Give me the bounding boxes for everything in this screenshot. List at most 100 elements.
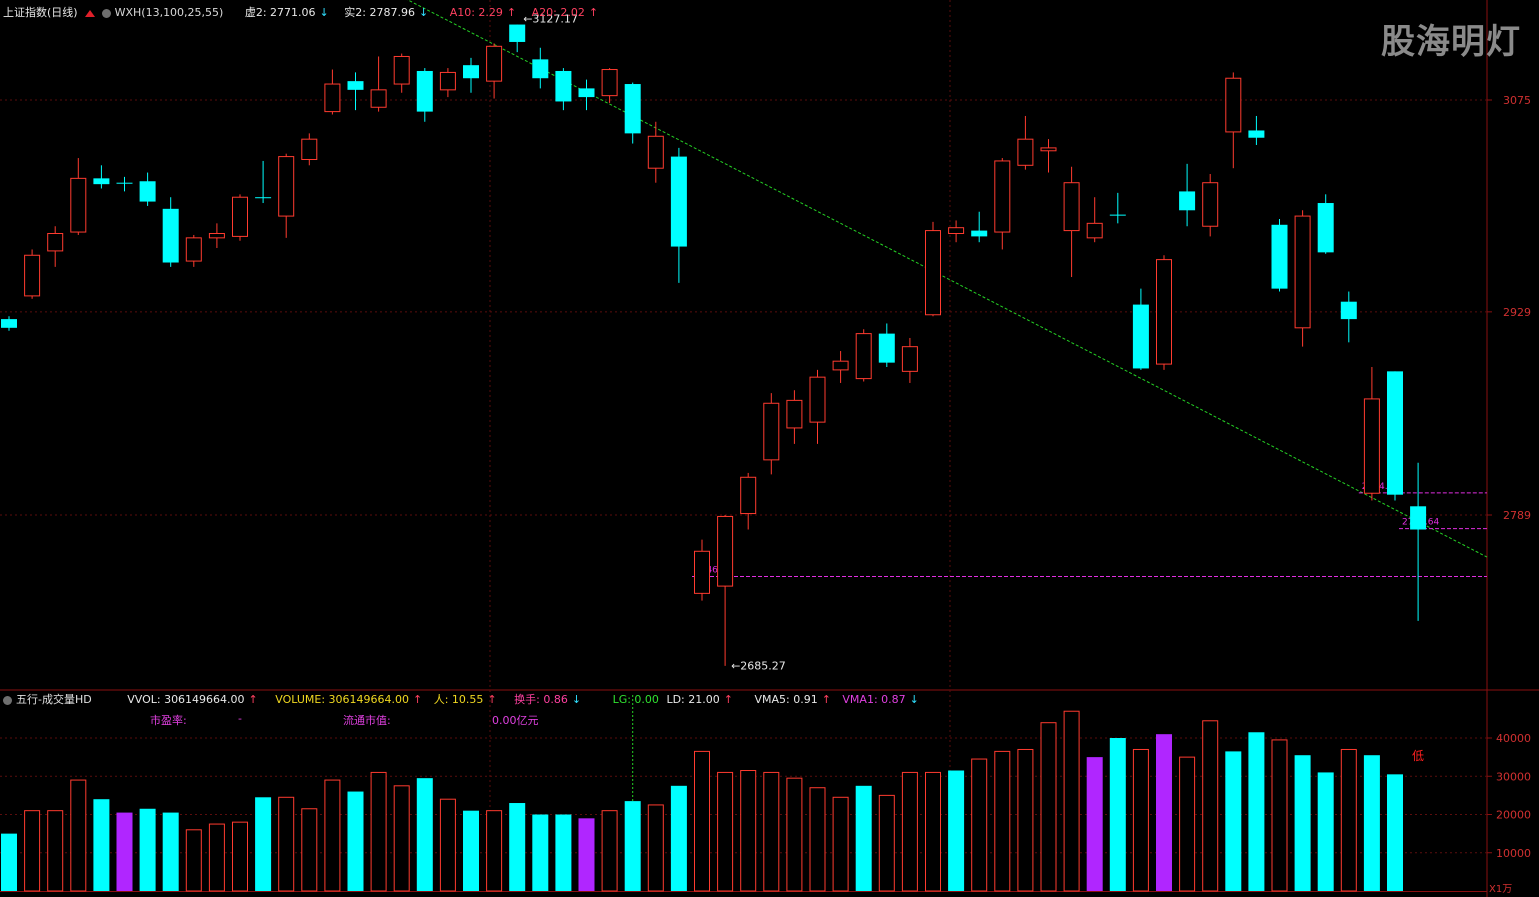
volume-bar	[439, 798, 456, 892]
candle	[1317, 194, 1334, 254]
candle-body	[786, 399, 803, 429]
a10-value: A10: 2.29 ↑	[449, 6, 517, 19]
candle	[70, 158, 87, 235]
volume-bar	[1294, 755, 1311, 891]
up-arrow-icon: ↑	[506, 6, 517, 19]
candle	[1340, 291, 1357, 343]
candle	[1179, 163, 1196, 227]
support-label: 2804.23	[1362, 482, 1399, 492]
candle-body	[855, 333, 872, 380]
volume-bar	[809, 787, 826, 892]
up-arrow-icon: ↑	[821, 693, 831, 706]
volume-settings-icon[interactable]	[3, 695, 12, 705]
candle	[347, 72, 364, 111]
volume-bar	[370, 771, 387, 892]
candle	[439, 68, 456, 98]
candle-body	[578, 88, 595, 98]
volume-bar	[532, 814, 549, 891]
volume-bar	[763, 771, 780, 892]
candle-body	[532, 59, 549, 79]
volume-bar	[832, 796, 849, 892]
candle	[925, 221, 941, 317]
candle	[809, 369, 826, 444]
volume-bar	[1156, 734, 1172, 891]
candle-body	[948, 227, 965, 234]
volume-bar	[1132, 748, 1149, 892]
high-annotation: ←3127.17	[523, 12, 578, 25]
candle-body	[1317, 203, 1334, 253]
candle	[93, 165, 110, 189]
candle-body	[1132, 304, 1149, 369]
candle	[393, 53, 410, 93]
volume-bar	[1340, 748, 1357, 892]
candle-body	[1294, 215, 1311, 329]
candle	[1271, 218, 1288, 292]
volume-bar	[463, 810, 479, 891]
volume-tick-label: 20000	[1496, 809, 1531, 822]
volume-bar	[1202, 720, 1219, 892]
wxh-indicator[interactable]: WXH(13,100,25,55)	[114, 6, 224, 19]
candle-body	[994, 160, 1011, 233]
candle-body	[232, 196, 248, 237]
volume-indicator-name[interactable]: 五行-成交量HD	[16, 693, 92, 706]
volume-bar	[1109, 738, 1126, 891]
candle-body	[647, 135, 664, 169]
candle-body	[393, 55, 410, 85]
candle-body	[1017, 138, 1034, 166]
candle	[47, 226, 64, 267]
volume-bar	[1017, 748, 1034, 892]
volume-bar	[278, 796, 295, 892]
volume-bar	[578, 818, 595, 891]
candle-body	[1225, 77, 1242, 133]
volume-bar	[255, 797, 272, 891]
up-arrow-icon: ↑	[723, 693, 733, 706]
candle-body	[463, 65, 479, 79]
mktcap-value: 0.00亿元	[492, 714, 539, 727]
candle	[555, 68, 572, 111]
candle	[1202, 174, 1219, 237]
candle-body	[1202, 182, 1219, 227]
volume-bar	[324, 779, 341, 892]
candle	[324, 69, 341, 115]
huanshou-value: 换手: 0.86 ↓	[514, 693, 582, 706]
volume-bar	[717, 771, 734, 892]
candle-body	[1040, 147, 1057, 152]
candle-body	[116, 182, 133, 184]
indicator-settings-icon[interactable]	[101, 8, 111, 18]
volume-bar	[185, 829, 202, 892]
volume-bar	[994, 750, 1011, 892]
candle	[1156, 255, 1172, 370]
candle-body	[324, 83, 341, 113]
volume-bar	[47, 810, 64, 892]
candle	[370, 56, 387, 112]
candle-body	[185, 237, 202, 262]
candle	[116, 176, 133, 192]
pe-value: -	[238, 712, 242, 725]
volume-bar	[1387, 774, 1403, 891]
candle	[1132, 288, 1149, 370]
candle-body	[1387, 371, 1403, 495]
candle	[255, 160, 272, 204]
volume-bar	[139, 808, 156, 891]
volume-bar	[786, 777, 803, 892]
candle-body	[624, 84, 641, 134]
candle-body	[901, 346, 918, 372]
candle	[139, 172, 156, 206]
down-arrow-icon: ↓	[571, 693, 582, 706]
volume-bar	[24, 810, 41, 892]
candle	[1410, 462, 1427, 621]
candle-body	[670, 156, 687, 247]
candle	[855, 329, 872, 382]
up-arrow-icon: ↑	[588, 6, 599, 19]
volume-bar	[948, 770, 965, 891]
candle-body	[509, 24, 526, 42]
volume-bar	[1179, 756, 1196, 892]
volume-bar	[116, 812, 133, 891]
candle	[948, 220, 965, 243]
chart-title: 上证指数(日线)	[3, 6, 78, 19]
volume-bar	[70, 779, 87, 892]
candle	[185, 234, 202, 267]
vvol-value: VVOL: 306149664.00 ↑	[127, 693, 258, 706]
volume-bar	[509, 803, 526, 891]
